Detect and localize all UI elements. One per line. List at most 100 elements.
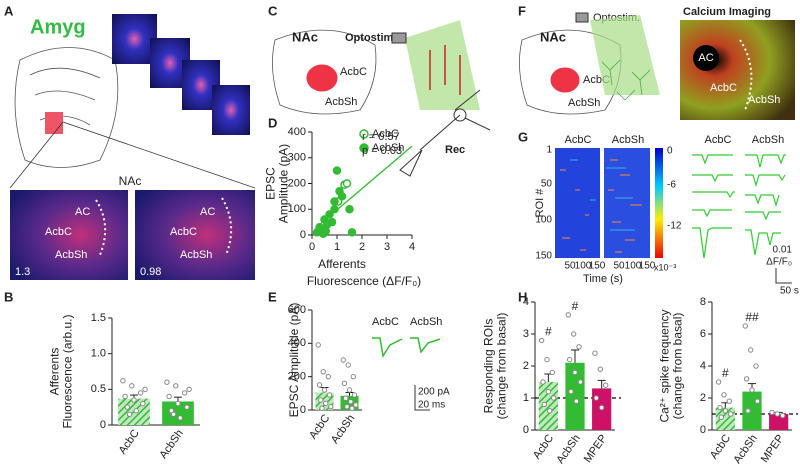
data-point — [721, 392, 727, 398]
micrograph — [212, 85, 250, 135]
data-point — [568, 388, 574, 395]
region-label: AcbC — [340, 66, 367, 78]
x-tick-label: 1 — [334, 241, 340, 253]
data-point — [140, 400, 146, 407]
coordinate: 0.98 — [140, 266, 161, 278]
y-tick-label: 1.0 — [91, 348, 106, 360]
data-point — [717, 404, 723, 411]
data-point — [742, 323, 748, 329]
colorbar-label: 0 — [667, 146, 673, 157]
data-point — [774, 411, 781, 417]
image-label: AC — [698, 52, 713, 64]
coordinate: 1.3 — [15, 266, 30, 278]
axis-label: Time (s) — [583, 273, 623, 285]
axis-label: ROI # — [534, 188, 546, 218]
y-tick-label: 8 — [700, 296, 706, 308]
x-tick-label: 4 — [409, 241, 415, 253]
x-tick-label: AcbSh — [731, 433, 759, 465]
y-tick-label: 0.5 — [91, 383, 106, 395]
y-tick-label: 0 — [523, 424, 529, 436]
data-point — [129, 383, 135, 389]
y-axis-label: (change from basal) — [671, 313, 685, 420]
colorbar-unit: x10⁻³ — [654, 262, 676, 272]
region-label: NAc — [540, 29, 566, 44]
data-point — [350, 373, 356, 380]
scale-label: ΔF/F₀ — [766, 257, 792, 268]
stat-label: r = 0.57 — [362, 131, 400, 143]
tick-label: 50 — [541, 179, 553, 190]
data-point — [549, 369, 556, 376]
y-tick-label: 3 — [523, 328, 529, 340]
x-tick-label: MPEP — [759, 433, 787, 465]
x-tick-label: AcbC — [117, 427, 142, 456]
data-point — [572, 369, 578, 376]
micrograph — [135, 190, 255, 280]
data-point — [576, 344, 582, 350]
data-point — [173, 383, 179, 389]
panel-letter: B — [4, 289, 13, 304]
data-point — [330, 197, 339, 206]
data-point — [166, 393, 172, 400]
y-tick-label: 200 — [288, 371, 306, 383]
data-point — [330, 205, 339, 214]
x-tick-label: AcbSh — [329, 413, 357, 446]
y-tick-label: 1.5 — [91, 312, 106, 324]
y-axis-label: Afferents — [48, 348, 62, 396]
x-tick-label: 2 — [359, 241, 365, 253]
trace-title: AcbC — [705, 134, 732, 146]
image-label: AcbSh — [180, 249, 212, 261]
data-point — [315, 342, 321, 348]
data-point — [565, 312, 571, 318]
data-point — [325, 373, 331, 380]
tick-label: 1 — [546, 145, 552, 156]
data-point — [722, 408, 729, 414]
data-point — [577, 379, 584, 385]
y-tick-label: 400 — [288, 126, 306, 138]
data-point — [598, 404, 605, 411]
colorbar — [655, 148, 663, 258]
data-point — [597, 366, 604, 372]
panel-letter: G — [518, 129, 528, 144]
data-point — [573, 398, 580, 404]
scale-label: 20 ms — [418, 400, 445, 411]
y-tick-label: 4 — [523, 296, 529, 308]
data-point — [345, 205, 354, 214]
data-point — [325, 210, 334, 219]
data-point — [332, 166, 342, 175]
panel-letter: C — [268, 3, 278, 18]
trace — [372, 337, 403, 359]
data-point — [133, 408, 139, 414]
data-point — [137, 390, 144, 396]
tick-label: 150 — [535, 251, 552, 262]
data-point — [347, 228, 357, 237]
y-tick-label: 0 — [700, 424, 706, 436]
data-point — [546, 408, 553, 414]
data-point — [747, 347, 754, 353]
data-point — [715, 379, 722, 385]
data-point — [345, 362, 351, 368]
data-point — [177, 415, 183, 421]
data-point — [327, 217, 337, 227]
heatmap — [604, 148, 650, 258]
y-tick-label: 2 — [700, 392, 706, 404]
trace-title: AcbSh — [752, 134, 784, 146]
data-point — [348, 398, 354, 405]
panel-letter: D — [268, 115, 277, 130]
data-point — [326, 392, 333, 398]
tick-label: 150 — [639, 261, 656, 272]
data-point — [743, 376, 750, 382]
stat-label: p = 0.03 — [362, 145, 402, 157]
x-tick-label: 3 — [384, 241, 390, 253]
significance: ## — [745, 310, 759, 324]
data-point — [320, 368, 326, 375]
significance: # — [545, 325, 552, 339]
injection-site — [45, 112, 63, 134]
data-point — [124, 404, 131, 410]
legend-marker — [359, 143, 369, 153]
data-point — [170, 411, 177, 417]
trace — [410, 337, 441, 354]
region-label: NAc — [119, 174, 142, 188]
data-point — [718, 414, 725, 420]
y-tick-label: 6 — [700, 328, 706, 340]
